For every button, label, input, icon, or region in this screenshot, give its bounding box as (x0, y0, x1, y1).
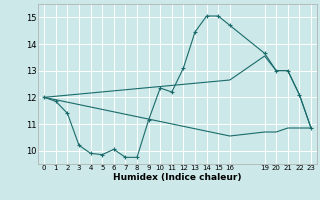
X-axis label: Humidex (Indice chaleur): Humidex (Indice chaleur) (113, 173, 242, 182)
